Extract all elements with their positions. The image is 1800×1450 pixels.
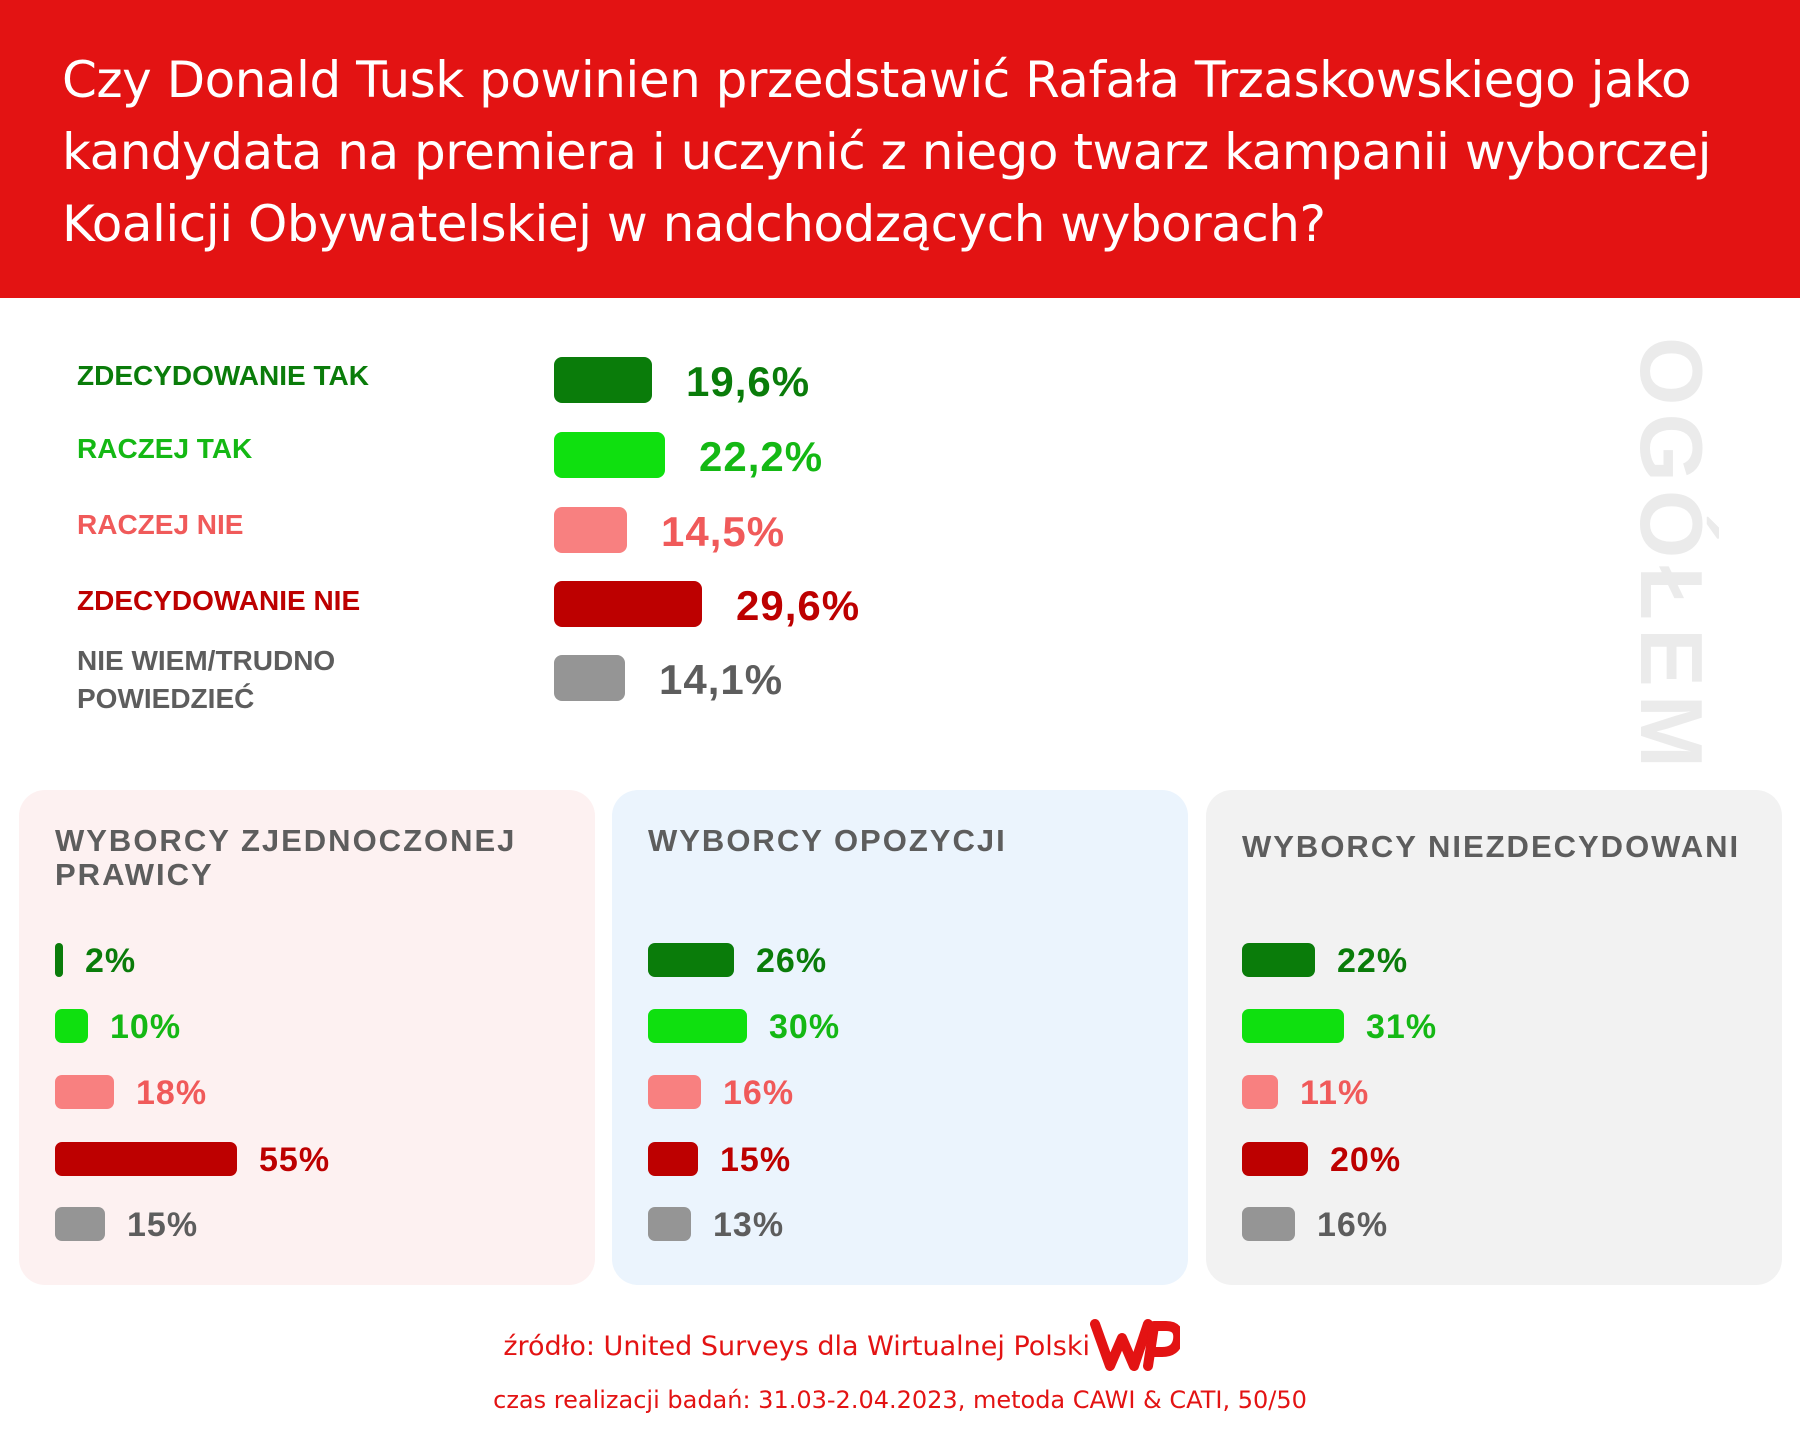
panel-value-label: 18% xyxy=(136,1074,208,1112)
panel-bar xyxy=(648,1075,701,1109)
panel-bar xyxy=(1242,1075,1278,1109)
panel-title: WYBORCY OPOZYCJI xyxy=(648,823,1007,858)
panel-bar xyxy=(1242,943,1315,977)
panel-value-label: 15% xyxy=(127,1206,199,1244)
panel-title: WYBORCY NIEZDECYDOWANI xyxy=(1242,829,1741,864)
header-banner: Czy Donald Tusk powinien przedstawić Raf… xyxy=(0,0,1800,298)
overall-bar xyxy=(554,357,652,403)
overall-value-label: 29,6% xyxy=(736,582,861,629)
panel-bar xyxy=(648,1207,691,1241)
panel-zjednoczona-prawica: WYBORCY ZJEDNOCZONEJ PRAWICY 2% 10% 18% 55%… xyxy=(19,790,595,1285)
overall-category-label: ZDECYDOWANIE NIE xyxy=(77,585,361,616)
overall-bar xyxy=(554,655,625,701)
panel-value-label: 20% xyxy=(1330,1141,1402,1179)
source-note: źródło: United Surveys dla Wirtualnej Po… xyxy=(503,1331,1090,1362)
panel-value-label: 13% xyxy=(713,1206,785,1244)
overall-category-label: RACZEJ NIE xyxy=(77,509,244,540)
panel-opozycja: WYBORCY OPOZYCJI 26% 30% 16% 15% 13% xyxy=(612,790,1188,1285)
overall-value-label: 19,6% xyxy=(686,358,811,405)
overall-side-label: OGÓŁEM xyxy=(1622,337,1721,777)
overall-bar xyxy=(554,581,702,627)
overall-category-label: NIE WIEM/TRUDNO POWIEDZIEĆ xyxy=(77,645,336,714)
overall-category-label: RACZEJ TAK xyxy=(77,433,253,464)
panel-bar xyxy=(648,1142,698,1176)
panel-value-label: 15% xyxy=(720,1141,792,1179)
panel-bar xyxy=(1242,1009,1344,1043)
panel-value-label: 10% xyxy=(110,1008,182,1046)
panel-bar xyxy=(55,1009,88,1043)
panel-value-label: 55% xyxy=(259,1141,331,1179)
panel-value-label: 31% xyxy=(1366,1008,1438,1046)
panel-bar xyxy=(648,1009,747,1043)
panel-value-label: 11% xyxy=(1300,1074,1370,1112)
panel-bar xyxy=(648,943,734,977)
overall-bar xyxy=(554,432,665,478)
overall-bar xyxy=(554,507,627,553)
panel-value-label: 16% xyxy=(723,1074,795,1112)
overall-value-label: 14,1% xyxy=(659,656,784,703)
wp-logo-icon xyxy=(1090,1319,1180,1371)
survey-period-note: czas realizacji badań: 31.03-2.04.2023, … xyxy=(493,1386,1307,1414)
panel-bar xyxy=(55,1142,237,1176)
chart-question-title: Czy Donald Tusk powinien przedstawić Raf… xyxy=(62,51,1712,253)
overall-category-label: ZDECYDOWANIE TAK xyxy=(77,360,369,391)
panel-bar xyxy=(55,1075,114,1109)
panel-value-label: 16% xyxy=(1317,1206,1389,1244)
panel-bar xyxy=(55,943,63,977)
panel-bar xyxy=(1242,1207,1295,1241)
panel-bar xyxy=(1242,1142,1308,1176)
panel-value-label: 30% xyxy=(769,1008,841,1046)
panel-value-label: 26% xyxy=(756,942,828,980)
panel-value-label: 2% xyxy=(85,942,137,980)
panel-bar xyxy=(55,1207,105,1241)
panel-title: WYBORCY ZJEDNOCZONEJ PRAWICY xyxy=(55,823,517,892)
panel-value-label: 22% xyxy=(1337,942,1409,980)
overall-value-label: 14,5% xyxy=(661,508,786,555)
overall-value-label: 22,2% xyxy=(699,433,824,480)
panel-niezdecydowani: WYBORCY NIEZDECYDOWANI 22% 31% 11% 20% 16% xyxy=(1206,790,1782,1285)
